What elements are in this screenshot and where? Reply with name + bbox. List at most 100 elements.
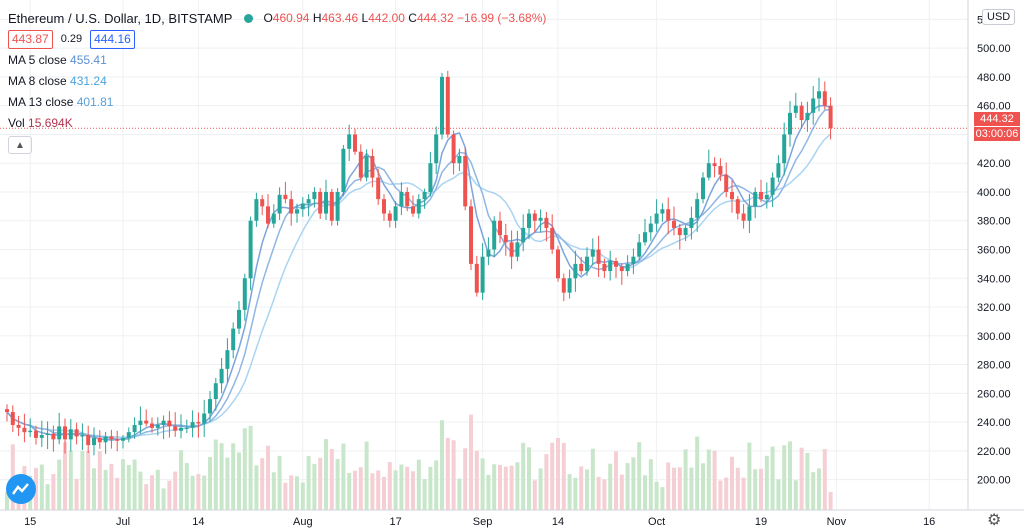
candle-body (480, 256, 485, 293)
volume-bar (730, 456, 734, 510)
volume-bar (544, 454, 549, 510)
symbol-title[interactable]: Ethereum / U.S. Dollar, 1D, BITSTAMP (8, 11, 233, 26)
candle-body (498, 220, 502, 236)
candle-body (22, 427, 27, 433)
candle-body (515, 242, 520, 257)
sell-price-button[interactable]: 443.87 (8, 30, 53, 49)
collapse-legend-button[interactable]: ▲ (8, 136, 32, 154)
candle-body (16, 424, 21, 428)
candle-body (161, 420, 166, 425)
ma13-legend[interactable]: MA 13 close 401.81 (8, 92, 546, 113)
candle-body (237, 309, 241, 329)
candle-body (799, 105, 804, 121)
volume-bar (741, 477, 746, 510)
volume-bar (776, 479, 781, 510)
candle-body (97, 437, 102, 443)
volume-bar (51, 474, 56, 510)
volume-bar (393, 470, 398, 510)
volume-bar (382, 476, 386, 510)
volume-bar (97, 451, 102, 510)
y-tick-label: 420.00 (977, 158, 1011, 170)
candle-body (370, 156, 375, 178)
candle-body (335, 191, 340, 221)
volume-bar (208, 456, 212, 510)
volume-value: 15.694K (28, 116, 73, 130)
candle-body (34, 430, 38, 438)
y-tick-label: 480.00 (977, 72, 1011, 84)
volume-bar (121, 459, 125, 510)
open-value: 460.94 (272, 11, 310, 25)
volume-bar (341, 443, 346, 510)
ma8-label: MA 8 close (8, 74, 67, 88)
volume-bar (179, 450, 183, 510)
candle-body (689, 217, 694, 228)
volume-bar (103, 469, 108, 510)
volume-bar (387, 462, 392, 510)
candle-body (312, 191, 317, 200)
volume-legend[interactable]: Vol 15.694K (8, 113, 546, 134)
volume-bar (318, 457, 323, 510)
volume-bar (440, 420, 444, 510)
ma8-legend[interactable]: MA 8 close 431.24 (8, 71, 546, 92)
candle-body (184, 427, 189, 429)
candle-body (150, 423, 154, 428)
candle-body (248, 220, 253, 279)
volume-bar (590, 448, 595, 510)
candle-body (74, 429, 79, 437)
candle-body (753, 191, 758, 207)
candle-body (730, 191, 734, 200)
candle-body (509, 242, 514, 257)
candle-body (266, 206, 270, 224)
volume-bar (811, 472, 816, 510)
volume-bar (196, 474, 201, 510)
volume-bar (648, 459, 653, 510)
candle-body (219, 368, 224, 384)
candle-body (544, 217, 549, 228)
volume-bar (445, 437, 450, 510)
chevron-up-icon: ▲ (15, 139, 25, 151)
candle-body (306, 199, 311, 204)
candle-body (567, 278, 572, 293)
volume-bar (585, 469, 589, 510)
candle-body (173, 426, 178, 431)
currency-label[interactable]: USD (982, 9, 1016, 25)
candle-body (672, 220, 676, 228)
high-label: H (312, 11, 322, 25)
ma5-legend[interactable]: MA 5 close 455.41 (8, 50, 546, 71)
candle-body (376, 177, 381, 200)
volume-bar (596, 476, 601, 510)
candle-body (457, 156, 462, 164)
volume-bar (370, 473, 375, 510)
volume-bar (770, 446, 775, 510)
candle-body (660, 209, 665, 214)
volume-bar (167, 480, 172, 510)
candle-body (271, 213, 276, 224)
volume-bar (248, 425, 253, 510)
candle-body (80, 435, 85, 437)
y-tick-label: 320.00 (977, 302, 1011, 314)
candle-body (202, 413, 207, 424)
candle-body (718, 166, 723, 175)
volume-bar (625, 463, 630, 510)
volume-bar (677, 467, 682, 510)
x-tick-label: Oct (648, 516, 665, 528)
tradingview-logo-icon[interactable] (6, 474, 36, 504)
gear-icon[interactable]: ⚙ (987, 512, 1002, 529)
volume-bar (144, 484, 149, 510)
volume-bar (550, 442, 555, 510)
volume-bar (260, 458, 265, 510)
buy-price-button[interactable]: 444.16 (90, 30, 135, 49)
ma13-label: MA 13 close (8, 95, 74, 109)
candle-body (573, 263, 578, 279)
candle-body (712, 163, 717, 167)
volume-bar (347, 473, 352, 510)
candle-body (242, 278, 247, 310)
volume-bar (689, 467, 694, 510)
volume-bar (666, 462, 671, 510)
ma5-label: MA 5 close (8, 53, 67, 67)
volume-bar (277, 455, 282, 510)
bar-countdown-tag: 03:00:06 (974, 127, 1020, 141)
y-tick-label: 340.00 (977, 273, 1011, 285)
volume-bar (173, 471, 178, 510)
